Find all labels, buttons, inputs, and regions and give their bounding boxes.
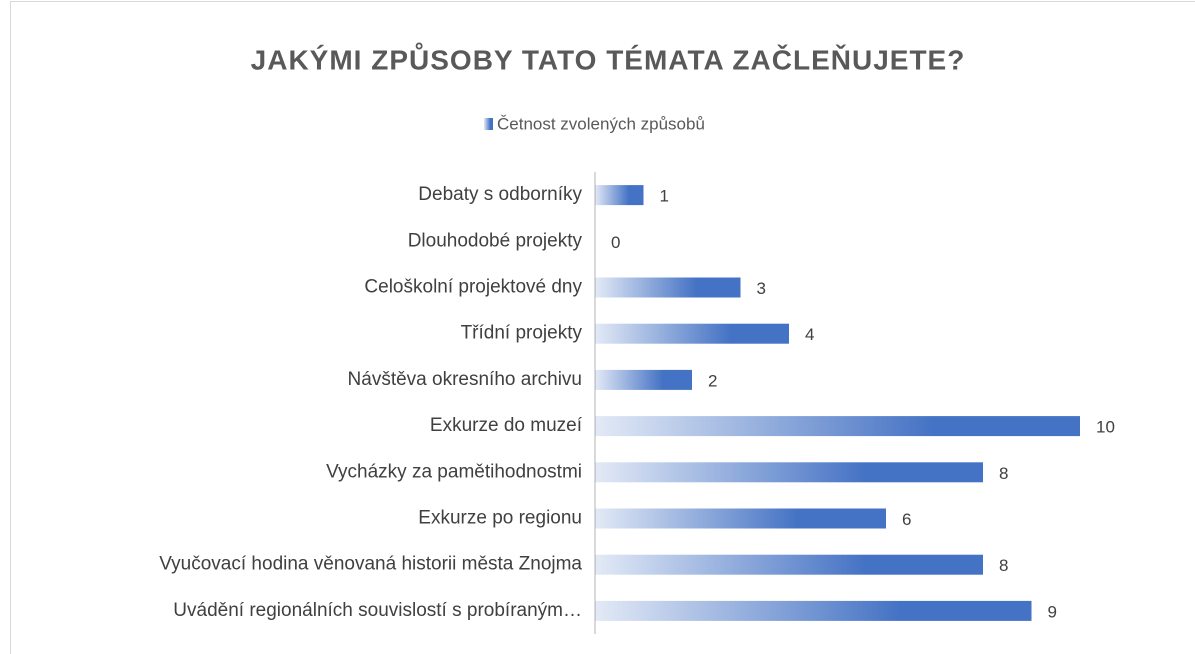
bar — [595, 185, 644, 206]
bar — [595, 462, 983, 483]
y-tick-label: Celoškolní projektové dny — [364, 277, 582, 298]
bar — [595, 277, 741, 298]
chart-border — [10, 1, 1195, 654]
data-label: 3 — [757, 279, 766, 298]
data-label: 10 — [1096, 418, 1115, 437]
y-tick-label: Exkurze do muzeí — [430, 415, 583, 436]
y-tick-label: Vyučovací hodina věnovaná historii města… — [159, 554, 582, 575]
y-tick-label: Debaty s odborníky — [418, 184, 582, 205]
data-label: 8 — [999, 556, 1008, 575]
y-tick-label: Dlouhodobé projekty — [408, 230, 583, 251]
bar — [595, 416, 1080, 437]
y-tick-label: Vycházky za pamětihodnostmi — [326, 461, 582, 482]
bar — [595, 369, 692, 390]
y-tick-label: Uvádění regionálních souvislostí s probí… — [173, 600, 582, 621]
chart-title: JAKÝMI ZPŮSOBY TATO TÉMATA ZAČLEŇUJETE? — [251, 42, 966, 75]
legend-label: Četnost zvolených způsobů — [497, 114, 705, 133]
bar — [595, 508, 886, 529]
legend-swatch — [484, 118, 493, 130]
bar — [595, 323, 789, 344]
bar — [595, 600, 1032, 621]
data-label: 9 — [1048, 602, 1057, 621]
data-label: 6 — [902, 510, 911, 529]
data-label: 8 — [999, 464, 1008, 483]
data-label: 1 — [660, 187, 669, 206]
data-label: 4 — [805, 325, 814, 344]
y-tick-label: Exkurze po regionu — [418, 508, 582, 529]
bar — [595, 554, 983, 575]
data-label: 2 — [708, 371, 717, 390]
y-tick-label: Třídní projekty — [461, 323, 583, 344]
y-tick-label: Návštěva okresního archivu — [348, 369, 582, 390]
data-label: 0 — [611, 233, 620, 252]
